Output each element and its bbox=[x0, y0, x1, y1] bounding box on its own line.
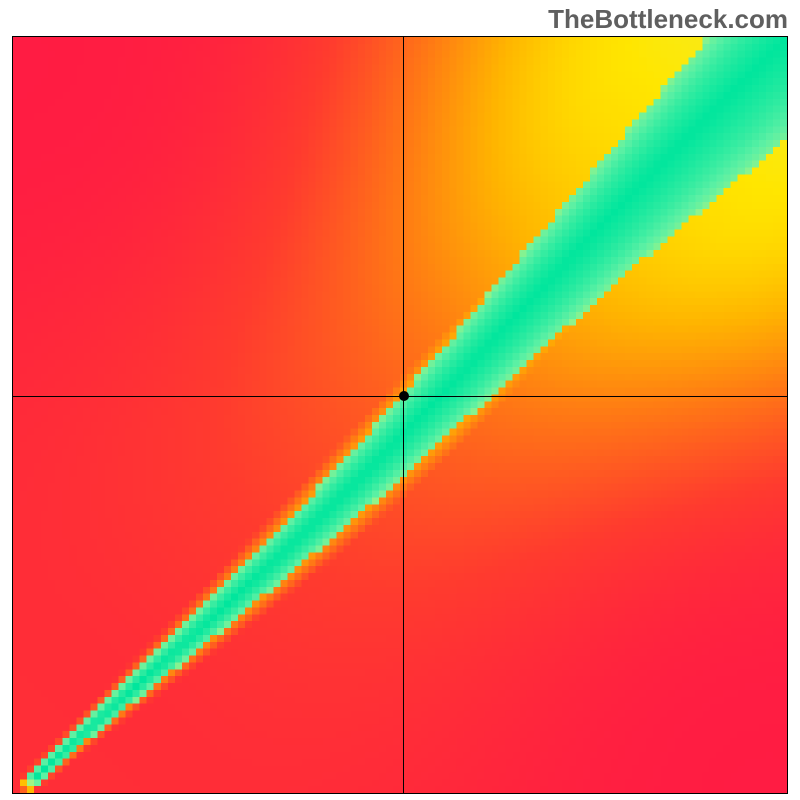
heatmap-canvas bbox=[13, 37, 787, 793]
crosshair-marker bbox=[399, 391, 409, 401]
heatmap-plot bbox=[12, 36, 788, 794]
crosshair-vertical bbox=[403, 37, 404, 793]
watermark-text: TheBottleneck.com bbox=[548, 4, 788, 35]
